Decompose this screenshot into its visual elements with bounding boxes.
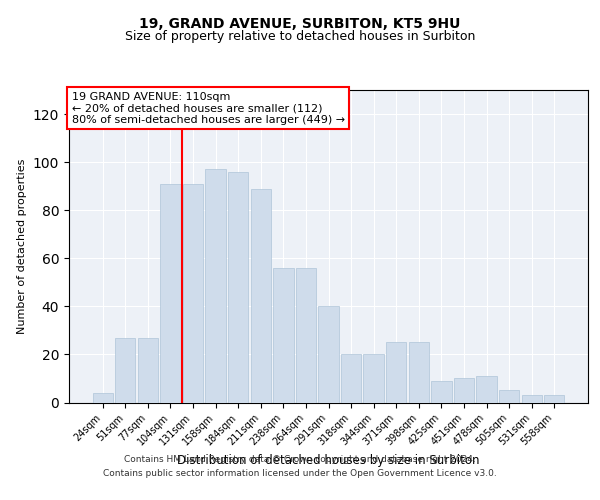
Text: Size of property relative to detached houses in Surbiton: Size of property relative to detached ho… (125, 30, 475, 43)
Bar (205, 170, 226, 402)
Bar (273, 268, 293, 402)
Text: Contains HM Land Registry data © Crown copyright and database right 2024.: Contains HM Land Registry data © Crown c… (124, 455, 476, 464)
Bar (251, 188, 271, 402)
Text: Contains public sector information licensed under the Open Government Licence v3: Contains public sector information licen… (103, 468, 497, 477)
Bar (409, 342, 429, 402)
Bar (364, 354, 384, 403)
Bar (521, 396, 542, 402)
Bar (341, 354, 361, 403)
Bar (454, 378, 474, 402)
Bar (183, 184, 203, 402)
Bar (160, 184, 181, 402)
Text: 19, GRAND AVENUE, SURBITON, KT5 9HU: 19, GRAND AVENUE, SURBITON, KT5 9HU (139, 17, 461, 31)
Bar (228, 172, 248, 402)
Bar (499, 390, 519, 402)
Bar (431, 381, 452, 402)
Bar (296, 268, 316, 402)
Bar (115, 338, 136, 402)
Text: 19 GRAND AVENUE: 110sqm
← 20% of detached houses are smaller (112)
80% of semi-d: 19 GRAND AVENUE: 110sqm ← 20% of detache… (71, 92, 345, 125)
Bar (138, 338, 158, 402)
Bar (92, 393, 113, 402)
Bar (544, 396, 565, 402)
Bar (476, 376, 497, 402)
Bar (386, 342, 406, 402)
Bar (319, 306, 338, 402)
X-axis label: Distribution of detached houses by size in Surbiton: Distribution of detached houses by size … (177, 454, 480, 467)
Y-axis label: Number of detached properties: Number of detached properties (17, 158, 28, 334)
